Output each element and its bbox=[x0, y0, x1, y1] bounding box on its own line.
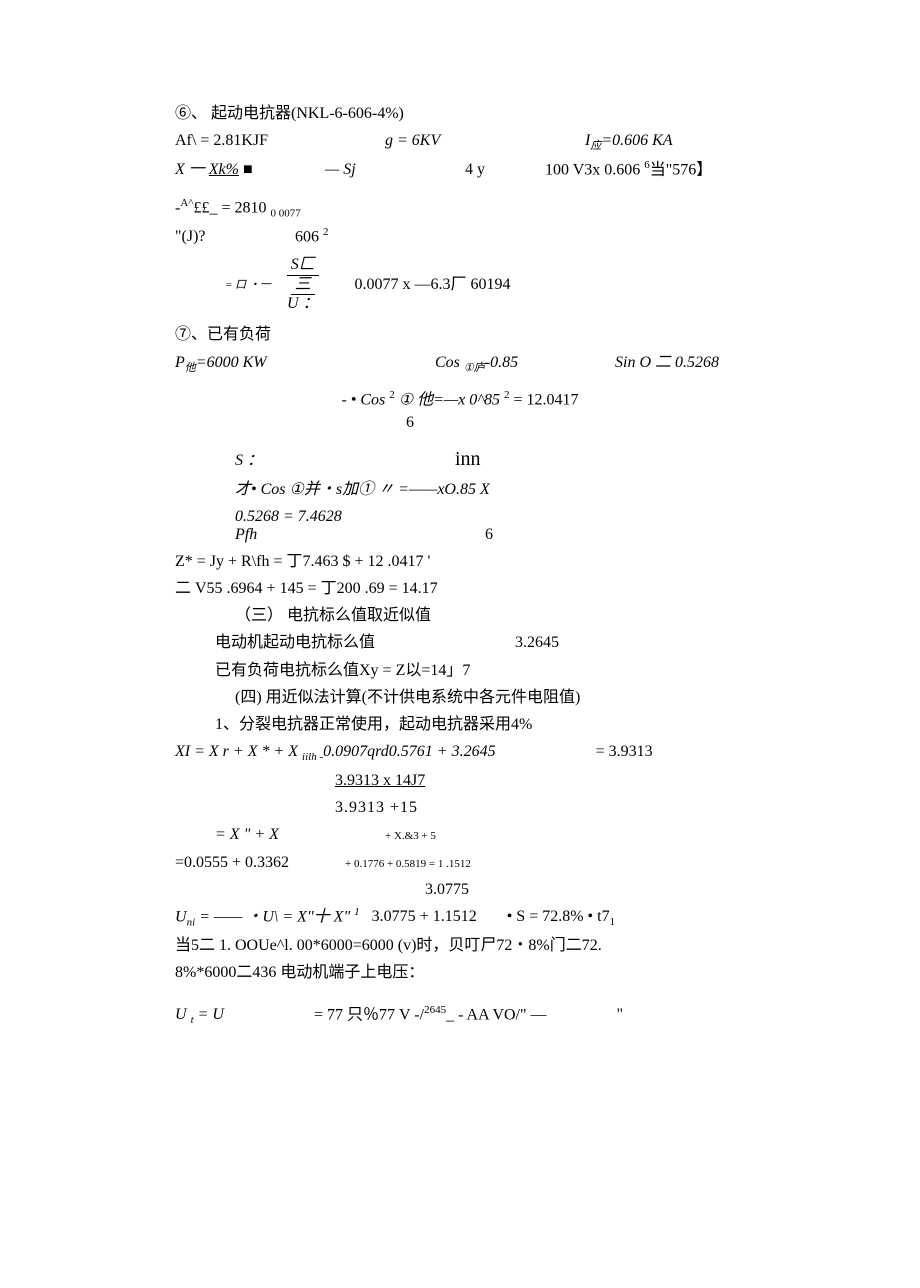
s6-r2c: 4 y bbox=[465, 156, 545, 183]
s6-r2d: 100 V3x 0.606 6当"576】 bbox=[545, 156, 712, 184]
sec4-row-7: Uni = —— ・U\ = X"十 X" 1 3.0775 + 1.1512 … bbox=[175, 903, 745, 932]
s6-row-2: X 一 Xk% ■ — Sj 4 y 100 V3x 0.606 6当"576】 bbox=[175, 156, 745, 184]
section-3-title: （三） 电抗标么值取近似值 bbox=[235, 602, 745, 629]
section-4-title: (四) 用近似法计算(不计供电系统中各元件电阻值) bbox=[235, 684, 745, 711]
s6-r1b: g = 6KV bbox=[385, 127, 585, 154]
sec4-row-6: 3.0775 bbox=[425, 876, 745, 903]
s6-row-3: -A^££_ = 2810 0 0077 "(J)? 606 2 bbox=[175, 194, 745, 251]
s6-r1a: Af\ = 2.81KJF bbox=[175, 127, 385, 154]
s6-r2b: — Sj bbox=[325, 156, 465, 183]
sec4-row-2: XI = X r + X * + X iilh -0.0907qrd0.5761… bbox=[175, 738, 745, 767]
s7-row-2: - • Cos 2 ① 他=—x 0^85 2 = 12.0417 6 bbox=[175, 386, 745, 437]
section-6-title: ⑥、 起动电抗器(NKL-6-606-4%) bbox=[175, 100, 745, 127]
s7-row-1: P他=6000 KW Cos ①庐-0.85 Sin O 二 0.5268 bbox=[175, 349, 745, 378]
s6-row-4: = 口 ・一 S匚 三 U ： 0.0077 x —6.3厂 60194 bbox=[175, 256, 745, 313]
sec4-row-5: =0.0555 + 0.3362 + 0.1776 + 0.5819 = 1 .… bbox=[175, 849, 745, 876]
s6-r1c: I应=0.606 KA bbox=[585, 127, 673, 156]
sec3-row-2: 已有负荷电抗标么值Xy = Z以=14」7 bbox=[215, 657, 745, 684]
sec3-row-1: 电动机起动电抗标么值 3.2645 bbox=[175, 629, 745, 656]
s6-row-1: Af\ = 2.81KJF g = 6KV I应=0.606 KA bbox=[175, 127, 745, 156]
s7-row-4: Z* = Jy + R\fh = 丁7.463 $ + 12 .0417 ' bbox=[175, 548, 745, 575]
s6-r2a: X 一 Xk% ■ bbox=[175, 156, 325, 183]
s7-row-3: S ： inn 才• Cos ①并・s加① 〃 =——xO.85 X 0.526… bbox=[175, 442, 745, 548]
page-root: ⑥、 起动电抗器(NKL-6-606-4%) Af\ = 2.81KJF g =… bbox=[0, 0, 920, 1070]
sec4-row-1: 1、分裂电抗器正常使用，起动电抗器采用4% bbox=[215, 711, 745, 738]
sec4-row-8: 当5二 1. OOUe^l. 00*6000=6000 (v)时，贝叮尸72・8… bbox=[175, 932, 745, 959]
sec4-row-10: U t = U = 77 只％77 V -/2645_ - AA VO/" — … bbox=[175, 1001, 745, 1030]
sec4-row-9: 8%*6000二436 电动机端子上电压： bbox=[175, 959, 745, 986]
sec4-row-3: 3.9313 x 14J7 3.9313 +15 bbox=[335, 767, 745, 821]
section-7-title: ⑦、已有负荷 bbox=[175, 321, 745, 348]
s7-row-5: 二 V55 .6964 + 145 = 丁200 .69 = 14.17 bbox=[175, 575, 745, 602]
sec4-row-4: = X " + X + X.&3 + 5 bbox=[175, 821, 745, 848]
